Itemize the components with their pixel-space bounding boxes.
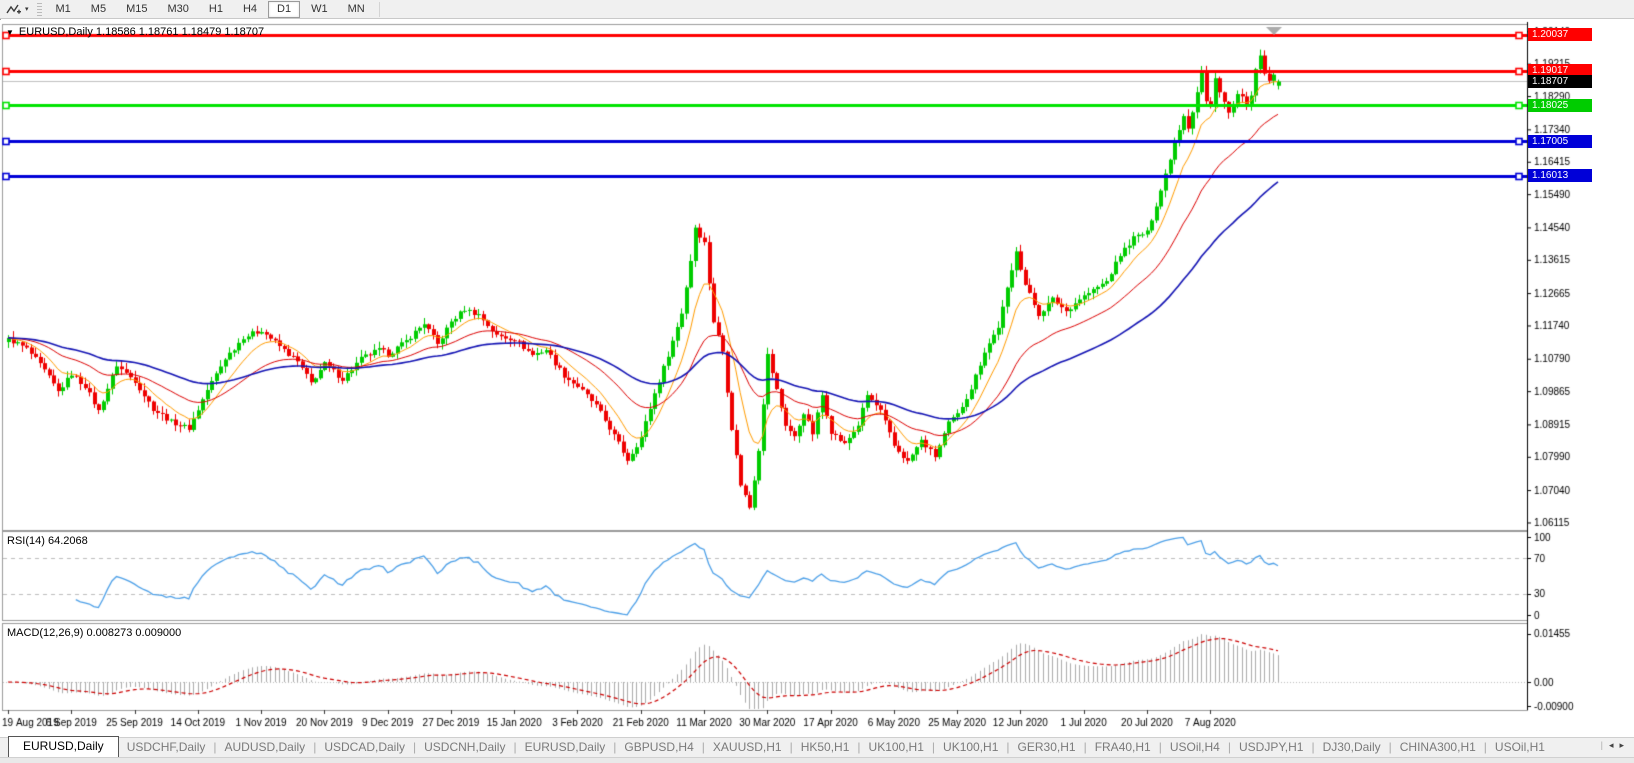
timeframe-button-H4[interactable]: H4	[242, 2, 258, 15]
tabs-scroll-right-icon[interactable]: ▸	[1619, 740, 1624, 750]
tab-separator: |	[313, 740, 317, 754]
chart-tab-AUDUSD-Daily[interactable]: AUDUSD,Daily	[224, 740, 306, 754]
chart-tab-DJ30-Daily[interactable]: DJ30,Daily	[1322, 740, 1381, 754]
status-strip	[0, 757, 1634, 763]
chart-title-text: EURUSD,Daily 1.18586 1.18761 1.18479 1.1…	[18, 26, 265, 38]
tab-separator: |	[1600, 740, 1603, 750]
chart-tab-FRA40-H1[interactable]: FRA40,H1	[1094, 740, 1151, 754]
timeframe-button-M15[interactable]: M15	[126, 2, 148, 15]
chart-tab-USDCNH-Daily[interactable]: USDCNH,Daily	[424, 740, 506, 754]
chart-tab-EURUSD-Daily[interactable]: EURUSD,Daily	[8, 736, 119, 757]
chart-tab-HK50-H1[interactable]: HK50,H1	[800, 740, 850, 754]
tab-separator: |	[1388, 740, 1392, 754]
chart-tab-USOil-H1[interactable]: USOil,H1	[1494, 740, 1545, 754]
indicators-dropdown-icon[interactable]: ▾	[25, 6, 29, 13]
price-line-badge-1-20037: 1.20037	[1528, 28, 1592, 41]
macd-indicator-label: MACD(12,26,9) 0.008273 0.009000	[7, 627, 182, 639]
timeframe-button-M1[interactable]: M1	[55, 2, 71, 15]
timeframe-button-W1[interactable]: W1	[311, 2, 328, 15]
tab-separator: |	[1227, 740, 1231, 754]
tab-separator: |	[513, 740, 517, 754]
timeframe-toolbar: ▾ M1 M5 M15 M30 H1 H4 D1 W1 MN	[0, 0, 1634, 19]
tab-separator: |	[213, 740, 217, 754]
timeframe-button-H1[interactable]: H1	[208, 2, 223, 15]
toolbar-grip[interactable]	[36, 2, 42, 16]
symbol-dropdown-icon[interactable]: ▼	[6, 27, 14, 37]
rsi-indicator-label: RSI(14) 64.2068	[7, 535, 88, 547]
chart-tab-EURUSD-Daily[interactable]: EURUSD,Daily	[524, 740, 606, 754]
toolbar-separator	[378, 1, 380, 17]
timeframe-button-M30[interactable]: M30	[167, 2, 189, 15]
chart-tab-USDJPY-H1[interactable]: USDJPY,H1	[1238, 740, 1304, 754]
chart-tab-UK100-H1[interactable]: UK100,H1	[868, 740, 924, 754]
timeframe-button-MN[interactable]: MN	[347, 2, 365, 15]
tab-separator: |	[931, 740, 936, 754]
tab-separator: |	[1158, 740, 1162, 754]
tab-separator: |	[1083, 740, 1087, 754]
chart-tab-GER30-H1[interactable]: GER30,H1	[1017, 740, 1076, 754]
chart-tab-CHINA300-H1[interactable]: CHINA300,H1	[1399, 740, 1476, 754]
tab-separator: |	[413, 740, 417, 754]
indicators-icon[interactable]	[4, 2, 24, 17]
chart-tabs-bar: EURUSD,Daily USDCHF,Daily | AUDUSD,Daily | US…	[0, 736, 1634, 757]
tab-separator: |	[1006, 740, 1010, 754]
tab-separator: |	[789, 740, 793, 754]
tab-separator: |	[857, 740, 861, 754]
chart-tab-USDCHF-Daily[interactable]: USDCHF,Daily	[126, 740, 206, 754]
timeframe-button-M5[interactable]: M5	[90, 2, 107, 15]
timeframe-button-D1[interactable]: D1	[268, 0, 301, 18]
chart-tab-USDCAD-Daily[interactable]: USDCAD,Daily	[324, 740, 405, 754]
price-line-badge-1-19017: 1.19017	[1528, 64, 1592, 77]
chart-title: ▼ EURUSD,Daily 1.18586 1.18761 1.18479 1…	[6, 26, 264, 38]
price-line-badge-1-18707: 1.18707	[1528, 75, 1592, 88]
tab-separator: |	[1483, 740, 1487, 754]
price-chart-canvas[interactable]	[0, 20, 1634, 737]
price-line-badge-1-16013: 1.16013	[1528, 169, 1592, 182]
price-line-badge-1-18025: 1.18025	[1528, 99, 1592, 112]
price-line-badge-1-17005: 1.17005	[1528, 135, 1592, 148]
tab-separator: |	[701, 740, 705, 754]
tab-separator: |	[613, 740, 617, 754]
timeframe-buttons: M1 M5 M15 M30 H1 H4 D1 W1 MN	[46, 0, 375, 18]
chart-tab-GBPUSD-H4[interactable]: GBPUSD,H4	[624, 740, 694, 754]
chart-tab-UK100-H1[interactable]: UK100,H1	[943, 740, 999, 754]
chart-window: ▼ EURUSD,Daily 1.18586 1.18761 1.18479 1…	[0, 20, 1634, 737]
chart-tab-USOil-H4[interactable]: USOil,H4	[1169, 740, 1220, 754]
tabs-scroll-left-icon[interactable]: ◂	[1608, 740, 1614, 750]
tab-separator: |	[1311, 740, 1315, 754]
chart-tab-XAUUSD-H1[interactable]: XAUUSD,H1	[712, 740, 782, 754]
